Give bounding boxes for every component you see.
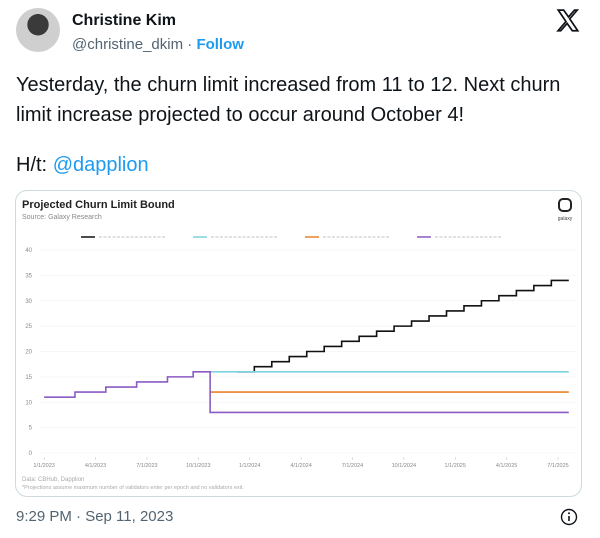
info-icon[interactable] [560, 508, 578, 526]
y-tick-label: 0 [29, 451, 33, 457]
chart-card[interactable]: Projected Churn Limit Bound Source: Gala… [15, 190, 582, 497]
y-tick-label: 40 [25, 248, 32, 254]
mention[interactable]: @dapplion [52, 154, 149, 176]
x-tick-label: 7/1/2024 [342, 463, 363, 469]
author-handle-row: @christine_dkim · Follow [72, 36, 244, 53]
x-tick-label: 4/1/2025 [496, 463, 517, 469]
logo-mark [558, 198, 572, 212]
y-tick-label: 25 [25, 324, 32, 330]
x-tick-label: 1/1/2024 [239, 463, 260, 469]
author-name[interactable]: Christine Kim [72, 12, 177, 29]
x-tick-label: 10/1/2023 [186, 463, 210, 469]
chart: Projected Churn Limit Bound Source: Gala… [22, 198, 576, 491]
y-tick-label: 30 [25, 299, 32, 305]
hat-tip: H/t: @dapplion [16, 150, 149, 180]
note: *Projections assume maximum number of va… [22, 485, 244, 491]
timestamp[interactable]: 9:29 PM · Sep 11, 2023 [16, 508, 174, 525]
x-tick-label: 10/1/2024 [392, 463, 416, 469]
avatar[interactable] [16, 8, 60, 52]
y-tick-label: 15 [25, 375, 32, 381]
x-logo[interactable] [555, 8, 581, 34]
chart-subtitle: Source: Galaxy Research [22, 214, 102, 221]
y-tick-label: 5 [29, 426, 33, 432]
y-tick-label: 20 [25, 350, 32, 356]
logo-text: galaxy [558, 216, 573, 222]
tweet-text: Yesterday, the churn limit increased fro… [16, 74, 561, 126]
x-tick-label: 1/1/2025 [445, 463, 466, 469]
footnote: Data: CBHub, Dapplion [22, 477, 84, 483]
x-tick-label: 4/1/2024 [290, 463, 311, 469]
separator: · [187, 36, 193, 53]
follow-button[interactable]: Follow [196, 36, 244, 53]
y-tick-label: 35 [25, 273, 32, 279]
x-tick-label: 7/1/2025 [547, 463, 568, 469]
x-tick-label: 7/1/2023 [136, 463, 157, 469]
x-tick-label: 1/1/2023 [33, 463, 54, 469]
series-line [44, 371, 569, 414]
chart-title: Projected Churn Limit Bound [22, 199, 175, 211]
y-tick-label: 10 [25, 400, 32, 406]
author-handle[interactable]: @christine_dkim [72, 36, 184, 53]
hat-prefix: H/t: [16, 154, 48, 176]
x-tick-label: 4/1/2023 [85, 463, 106, 469]
series-line [236, 279, 569, 373]
